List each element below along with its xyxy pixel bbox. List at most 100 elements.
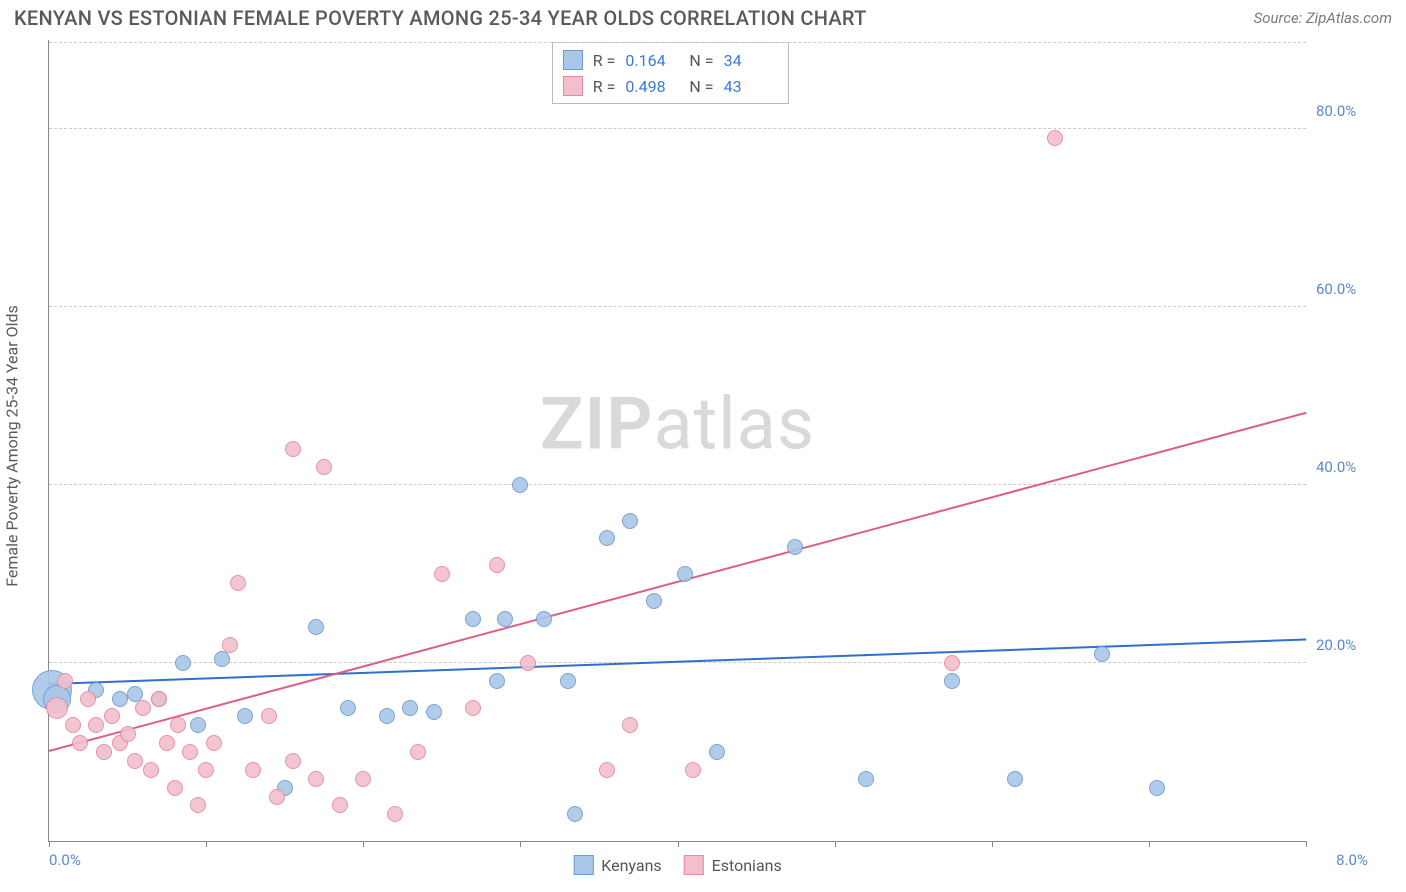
data-point (512, 477, 528, 493)
legend-item-kenyans: Kenyans (573, 855, 661, 875)
data-point (567, 806, 583, 822)
data-point (190, 797, 206, 813)
data-point (489, 557, 505, 573)
data-point (379, 708, 395, 724)
data-point (112, 691, 128, 707)
x-tick (678, 841, 679, 847)
y-tick-label: 40.0% (1316, 458, 1376, 476)
y-axis-label: Female Poverty Among 25-34 Year Olds (3, 305, 22, 587)
legend-row-estonians: R = 0.498 N = 43 (563, 73, 778, 99)
data-point (387, 806, 403, 822)
data-point (709, 744, 725, 760)
x-tick (835, 841, 836, 847)
data-point (560, 673, 576, 689)
data-point (88, 717, 104, 733)
data-point (65, 717, 81, 733)
data-point (858, 771, 874, 787)
data-point (57, 673, 73, 689)
data-point (237, 708, 253, 724)
swatch-estonians-icon (563, 76, 583, 96)
data-point (230, 575, 246, 591)
data-point (402, 700, 418, 716)
data-point (175, 655, 191, 671)
data-point (599, 530, 615, 546)
data-point (190, 717, 206, 733)
data-point (269, 789, 285, 805)
swatch-kenyans-icon (563, 50, 583, 70)
data-point (143, 762, 159, 778)
data-point (685, 762, 701, 778)
gridline (49, 128, 1306, 129)
n-value-kenyans: 34 (724, 51, 778, 70)
data-point (465, 700, 481, 716)
data-point (520, 655, 536, 671)
data-point (285, 753, 301, 769)
data-point (787, 539, 803, 555)
data-point (151, 691, 167, 707)
r-value-kenyans: 0.164 (625, 51, 679, 70)
x-tick (992, 841, 993, 847)
data-point (198, 762, 214, 778)
y-tick-label: 20.0% (1316, 636, 1376, 654)
legend-row-kenyans: R = 0.164 N = 34 (563, 47, 778, 73)
data-point (222, 637, 238, 653)
data-point (80, 691, 96, 707)
data-point (159, 735, 175, 751)
data-point (410, 744, 426, 760)
legend-series: Kenyans Estonians (573, 855, 781, 875)
x-tick (49, 841, 50, 847)
data-point (245, 762, 261, 778)
data-point (622, 513, 638, 529)
data-point (104, 708, 120, 724)
data-point (1007, 771, 1023, 787)
x-tick-label: 0.0% (49, 851, 81, 869)
data-point (944, 655, 960, 671)
x-tick (206, 841, 207, 847)
gridline (49, 484, 1306, 485)
data-point (677, 566, 693, 582)
data-point (497, 611, 513, 627)
legend-item-estonians: Estonians (684, 855, 782, 875)
data-point (1094, 646, 1110, 662)
data-point (170, 717, 186, 733)
data-point (434, 566, 450, 582)
data-point (316, 459, 332, 475)
data-point (622, 717, 638, 733)
x-tick (1149, 841, 1150, 847)
data-point (96, 744, 112, 760)
data-point (72, 735, 88, 751)
scatter-chart: ZIPatlas R = 0.164 N = 34 R = 0.498 N = … (48, 40, 1306, 842)
data-point (465, 611, 481, 627)
data-point (536, 611, 552, 627)
x-tick (1306, 841, 1307, 847)
data-point (46, 697, 68, 719)
watermark: ZIPatlas (540, 382, 815, 467)
gridline (49, 42, 1306, 43)
swatch-estonians-icon (684, 855, 704, 875)
data-point (167, 780, 183, 796)
data-point (332, 797, 348, 813)
x-tick (363, 841, 364, 847)
data-point (285, 441, 301, 457)
y-tick-label: 80.0% (1316, 102, 1376, 120)
n-value-estonians: 43 (724, 77, 778, 96)
x-tick-label: 8.0% (1336, 851, 1368, 869)
chart-title: KENYAN VS ESTONIAN FEMALE POVERTY AMONG … (14, 6, 867, 30)
legend-stats: R = 0.164 N = 34 R = 0.498 N = 43 (552, 42, 789, 104)
data-point (355, 771, 371, 787)
data-point (308, 771, 324, 787)
data-point (206, 735, 222, 751)
swatch-kenyans-icon (573, 855, 593, 875)
data-point (182, 744, 198, 760)
data-point (120, 726, 136, 742)
data-point (308, 619, 324, 635)
y-tick-label: 60.0% (1316, 280, 1376, 298)
data-point (340, 700, 356, 716)
data-point (489, 673, 505, 689)
data-point (261, 708, 277, 724)
r-value-estonians: 0.498 (625, 77, 679, 96)
data-point (646, 593, 662, 609)
gridline (49, 306, 1306, 307)
data-point (135, 700, 151, 716)
data-point (1047, 130, 1063, 146)
